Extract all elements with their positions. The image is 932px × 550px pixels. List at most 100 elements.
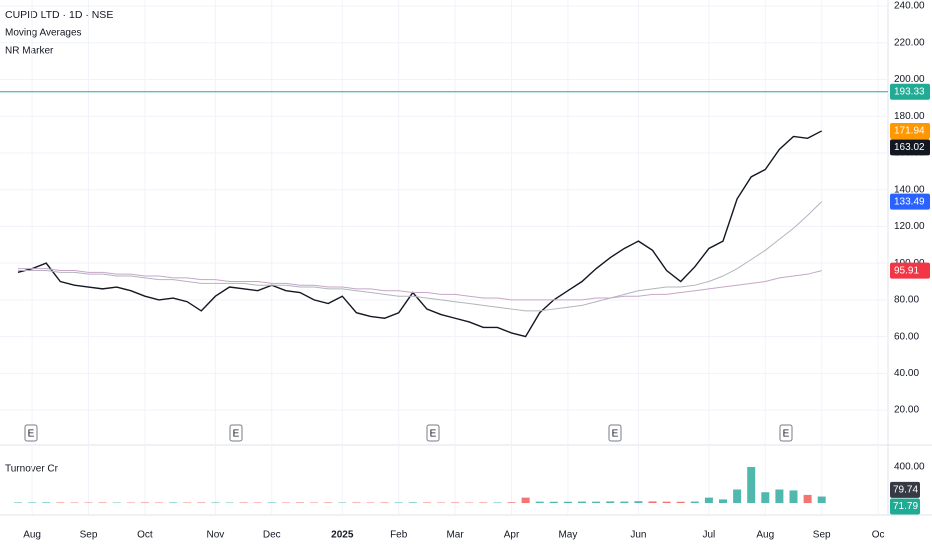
turnover-bar: [662, 501, 671, 504]
y-tick-label: 120.00: [894, 221, 925, 232]
moving-average: [18, 201, 823, 312]
turnover-bar: [507, 502, 516, 504]
x-tick-label: Jul: [703, 530, 716, 541]
price-label: 193.33: [894, 86, 925, 97]
earnings-marker: E: [28, 429, 35, 440]
x-tick-label: Jun: [630, 530, 646, 541]
x-tick-label: Dec: [263, 530, 281, 541]
turnover-bar: [296, 502, 304, 504]
price-label-box: [890, 262, 930, 279]
price-label-box: [890, 498, 920, 515]
earnings-marker: E: [430, 429, 437, 440]
turnover-bar: [535, 501, 544, 504]
turnover-bar: [563, 501, 572, 504]
turnover-bar: [197, 502, 206, 504]
price-label: 79.74: [893, 484, 918, 495]
x-tick-label: Nov: [207, 530, 225, 541]
turnover-bar: [211, 502, 220, 504]
turnover-bar: [352, 502, 361, 504]
turnover-bar: [14, 502, 22, 504]
turnover-bar: [451, 502, 460, 504]
x-tick-label: Apr: [504, 530, 520, 541]
y-tick-label: 140.00: [894, 184, 925, 195]
indicator-label[interactable]: Moving Averages: [5, 28, 82, 39]
turnover-bar: [28, 502, 37, 504]
turnover-bar: [803, 494, 812, 504]
y-tick-label: 200.00: [894, 74, 925, 85]
y-tick-label: 240.00: [894, 1, 925, 12]
x-tick-label: 2025: [331, 530, 354, 541]
x-tick-label: Mar: [446, 530, 464, 541]
y-tick-label: 180.00: [894, 111, 925, 122]
turnover-bar: [592, 501, 601, 504]
turnover-bar: [549, 501, 558, 504]
x-tick-label: Aug: [756, 530, 774, 541]
x-tick-label: Oc: [872, 530, 885, 541]
price-label: 71.79: [893, 501, 918, 512]
price-label-box: [890, 83, 930, 100]
moving-average: [18, 268, 822, 301]
turnover-bar: [817, 496, 826, 504]
turnover-bar: [169, 502, 178, 504]
turnover-bar: [634, 501, 643, 504]
turnover-bar: [747, 467, 756, 504]
earnings-marker-box[interactable]: [229, 424, 243, 442]
turnover-bar: [479, 502, 488, 504]
turnover-bar: [690, 501, 699, 504]
earnings-marker-box[interactable]: [24, 424, 38, 442]
turnover-bar: [98, 502, 107, 504]
earnings-marker: E: [233, 429, 240, 440]
earnings-marker: E: [783, 429, 790, 440]
price-label: 133.49: [894, 196, 925, 207]
price-line: [17, 130, 823, 338]
price-label-box: [890, 193, 930, 210]
y-tick-label: 80.00: [894, 295, 919, 306]
price-label: 95.91: [894, 265, 919, 276]
turnover-bar: [42, 502, 51, 504]
turnover-bar: [267, 502, 276, 504]
indicator-label[interactable]: NR Marker: [5, 46, 54, 57]
turnover-bar: [775, 489, 784, 504]
x-tick-label: Sep: [813, 530, 831, 541]
turnover-bar: [140, 502, 149, 504]
turnover-bar: [324, 502, 333, 504]
price-label-box: [890, 481, 920, 498]
x-tick-label: Feb: [390, 530, 408, 541]
price-label-box: [890, 123, 930, 140]
x-tick-label: Aug: [23, 530, 41, 541]
turnover-bar: [422, 502, 431, 504]
turnover-bar: [620, 501, 629, 504]
turnover-bar: [761, 492, 770, 504]
turnover-bar: [521, 497, 530, 504]
y-tick-label: 40.00: [894, 368, 919, 379]
price-label-box: [890, 139, 930, 156]
symbol-title[interactable]: CUPID LTD · 1D · NSE: [5, 9, 113, 21]
turnover-bar: [719, 499, 727, 504]
y-tick-label: 400.00: [894, 462, 925, 473]
x-tick-label: Sep: [80, 530, 98, 541]
x-tick-label: May: [558, 530, 577, 541]
turnover-bar: [789, 490, 798, 504]
turnover-bar: [606, 501, 615, 504]
turnover-bar: [733, 489, 742, 504]
turnover-bar: [493, 502, 502, 504]
turnover-bar: [578, 501, 586, 504]
turnover-bar: [394, 502, 403, 504]
turnover-bar: [56, 502, 65, 504]
earnings-marker: E: [612, 429, 619, 440]
earnings-marker-box[interactable]: [426, 424, 440, 442]
turnover-bar: [704, 497, 713, 504]
turnover-bar: [408, 502, 417, 504]
y-tick-label: 60.00: [894, 331, 919, 342]
earnings-marker-box[interactable]: [608, 424, 622, 442]
earnings-marker-box[interactable]: [779, 424, 793, 442]
price-label: 163.02: [894, 142, 925, 153]
turnover-bar: [648, 501, 657, 504]
turnover-bar: [380, 502, 389, 504]
y-tick-label: 20.00: [894, 405, 919, 416]
price-label: 171.94: [894, 126, 925, 137]
turnover-bar: [676, 501, 685, 504]
x-tick-label: Oct: [137, 530, 153, 541]
y-tick-label: 220.00: [894, 37, 925, 48]
